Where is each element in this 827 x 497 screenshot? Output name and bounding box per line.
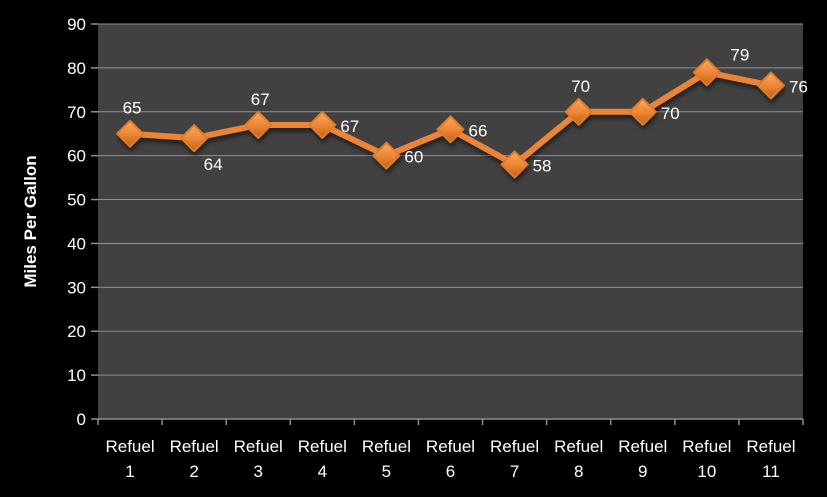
y-axis-title: Miles Per Gallon (21, 155, 40, 287)
data-point-marker (628, 97, 657, 126)
data-label: 76 (789, 77, 808, 96)
x-axis-label: Refuel 11 (746, 437, 795, 481)
data-label: 67 (340, 117, 359, 136)
data-point-marker (564, 97, 593, 126)
x-axis-label: Refuel 9 (618, 437, 667, 481)
y-axis-tick-label: 0 (77, 410, 86, 429)
x-axis-label: Refuel 7 (490, 437, 539, 481)
data-point-marker (436, 115, 465, 144)
y-axis-tick-label: 10 (67, 366, 86, 385)
data-point-marker (244, 110, 273, 139)
y-axis-tick-label: 80 (67, 59, 86, 78)
x-axis-label: Refuel 10 (682, 437, 731, 481)
x-axis-label: Refuel 6 (426, 437, 475, 481)
data-point-marker (180, 124, 209, 153)
data-label: 79 (730, 45, 749, 64)
data-point-marker (308, 110, 337, 139)
data-label: 70 (571, 77, 590, 96)
data-label: 66 (469, 121, 488, 140)
x-axis-label: Refuel 1 (105, 437, 154, 481)
data-point-marker (500, 150, 529, 179)
x-axis-label: Refuel 4 (298, 437, 347, 481)
x-axis-label: Refuel 3 (234, 437, 283, 481)
data-point-marker (372, 141, 401, 170)
data-point-marker (692, 58, 721, 87)
x-axis-label: Refuel 8 (554, 437, 603, 481)
x-axis-label: Refuel 5 (362, 437, 411, 481)
y-axis-tick-label: 40 (67, 234, 86, 253)
data-label: 67 (251, 90, 270, 109)
data-label: 64 (204, 155, 223, 174)
plot-area (98, 24, 803, 419)
series-group (116, 58, 785, 179)
y-axis-tick-label: 60 (67, 147, 86, 166)
data-label: 58 (533, 156, 552, 175)
y-axis-tick-label: 20 (67, 322, 86, 341)
y-axis-tick-label: 90 (67, 15, 86, 34)
data-label: 70 (661, 104, 680, 123)
data-point-marker (116, 119, 145, 148)
y-axis-tick-label: 70 (67, 103, 86, 122)
data-label: 65 (123, 99, 142, 118)
data-point-marker (756, 71, 785, 100)
data-label: 60 (404, 148, 423, 167)
y-axis-tick-label: 30 (67, 278, 86, 297)
y-axis-tick-label: 50 (67, 191, 86, 210)
x-axis-label: Refuel 2 (170, 437, 219, 481)
